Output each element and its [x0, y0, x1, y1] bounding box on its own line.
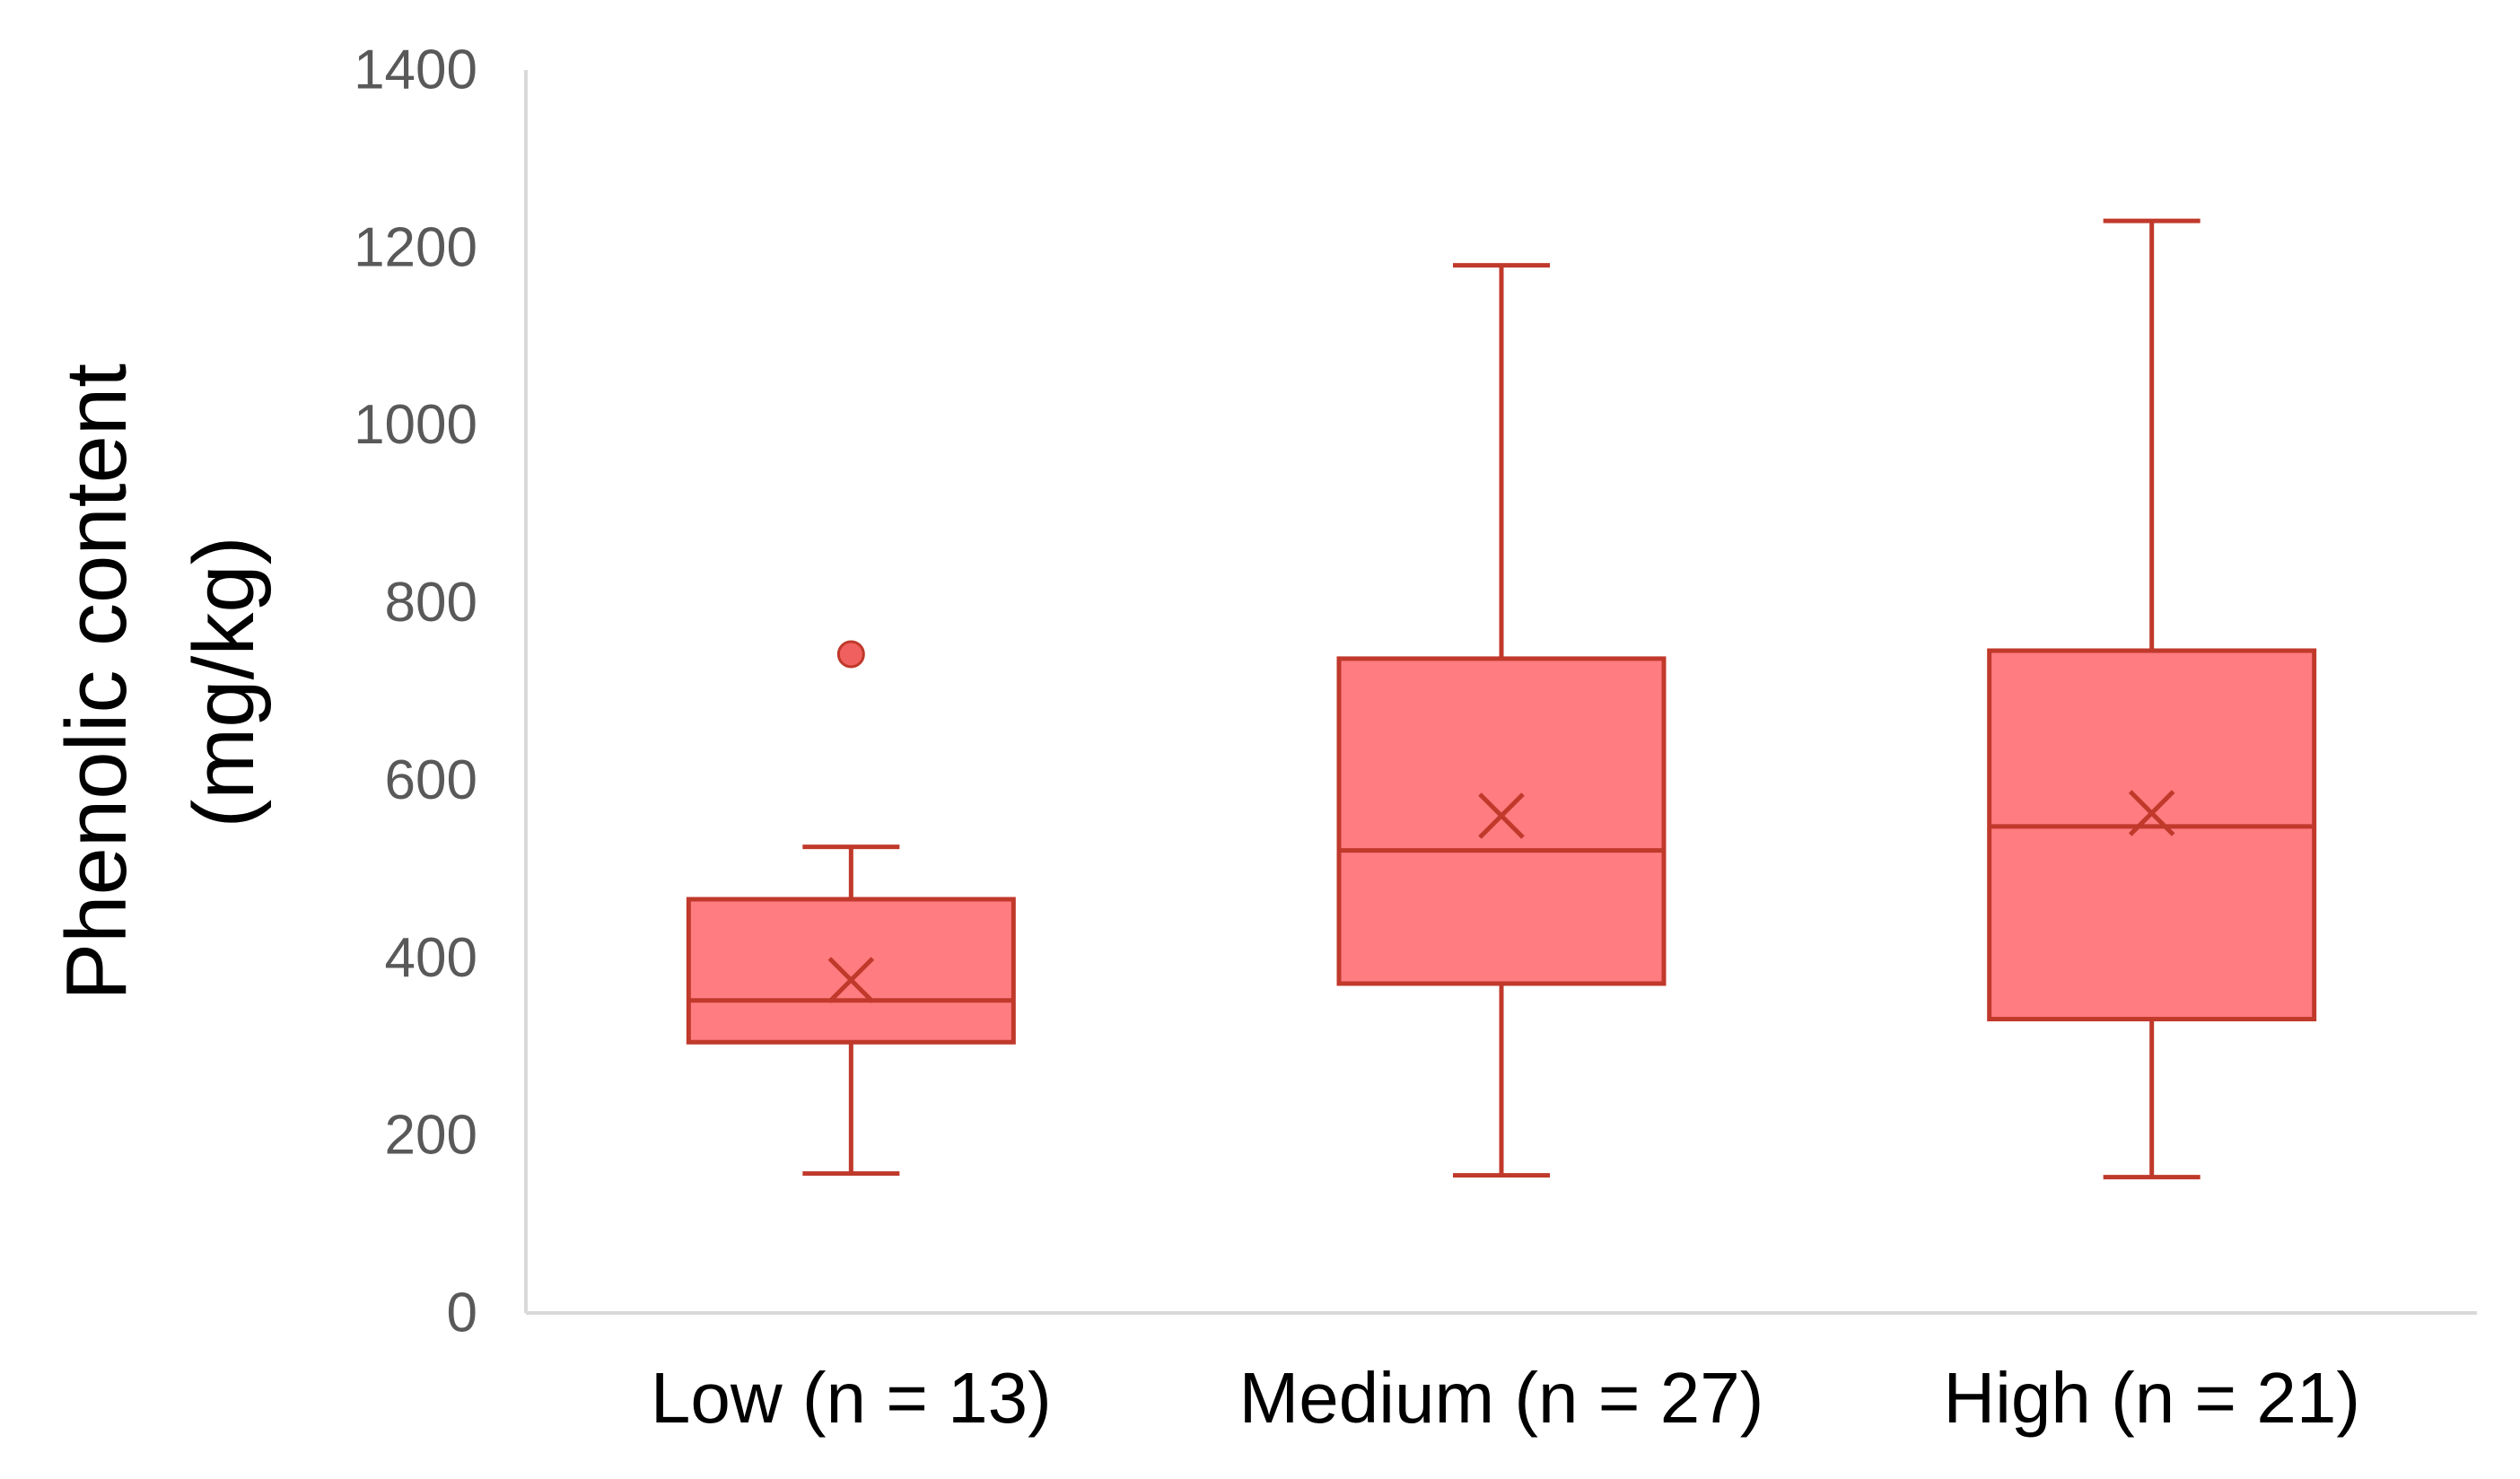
- mean-marker: [2128, 790, 2175, 836]
- iqr-box: [686, 897, 1016, 1045]
- box-3: [1987, 218, 2317, 1180]
- y-axis-title: Phenolic content (mg/kg): [48, 363, 272, 1001]
- mean-marker: [1478, 792, 1525, 839]
- y-tick-label: 1200: [354, 216, 477, 278]
- y-tick-label: 200: [385, 1105, 477, 1167]
- iqr-box: [1336, 656, 1667, 986]
- axes: [524, 70, 2477, 1315]
- y-tick-label: 800: [385, 572, 477, 634]
- category-labels: Low (n = 13) Medium (n = 27) High (n = 21): [651, 1358, 2360, 1438]
- iqr-box: [1987, 648, 2317, 1022]
- mean-marker: [827, 957, 875, 1003]
- box-2: [1336, 263, 1667, 1178]
- y-tick-label: 400: [385, 927, 477, 989]
- y-tick-label: 1000: [354, 394, 477, 456]
- category-label: High (n = 21): [1943, 1358, 2360, 1438]
- y-tick-label: 1400: [354, 39, 477, 101]
- y-tick-labels: 0 200 400 600 800 1000 1200 1400: [354, 39, 477, 1344]
- y-tick-label: 600: [385, 749, 477, 811]
- category-label: Low (n = 13): [651, 1358, 1052, 1438]
- outlier-point: [836, 640, 865, 669]
- category-label: Medium (n = 27): [1239, 1358, 1764, 1438]
- y-axis-title-line-1: Phenolic content: [48, 363, 144, 1001]
- y-tick-label: 0: [447, 1282, 477, 1344]
- y-axis-title-line-2: (mg/kg): [176, 536, 272, 827]
- box-1: [686, 640, 1016, 1177]
- boxes: [686, 218, 2317, 1180]
